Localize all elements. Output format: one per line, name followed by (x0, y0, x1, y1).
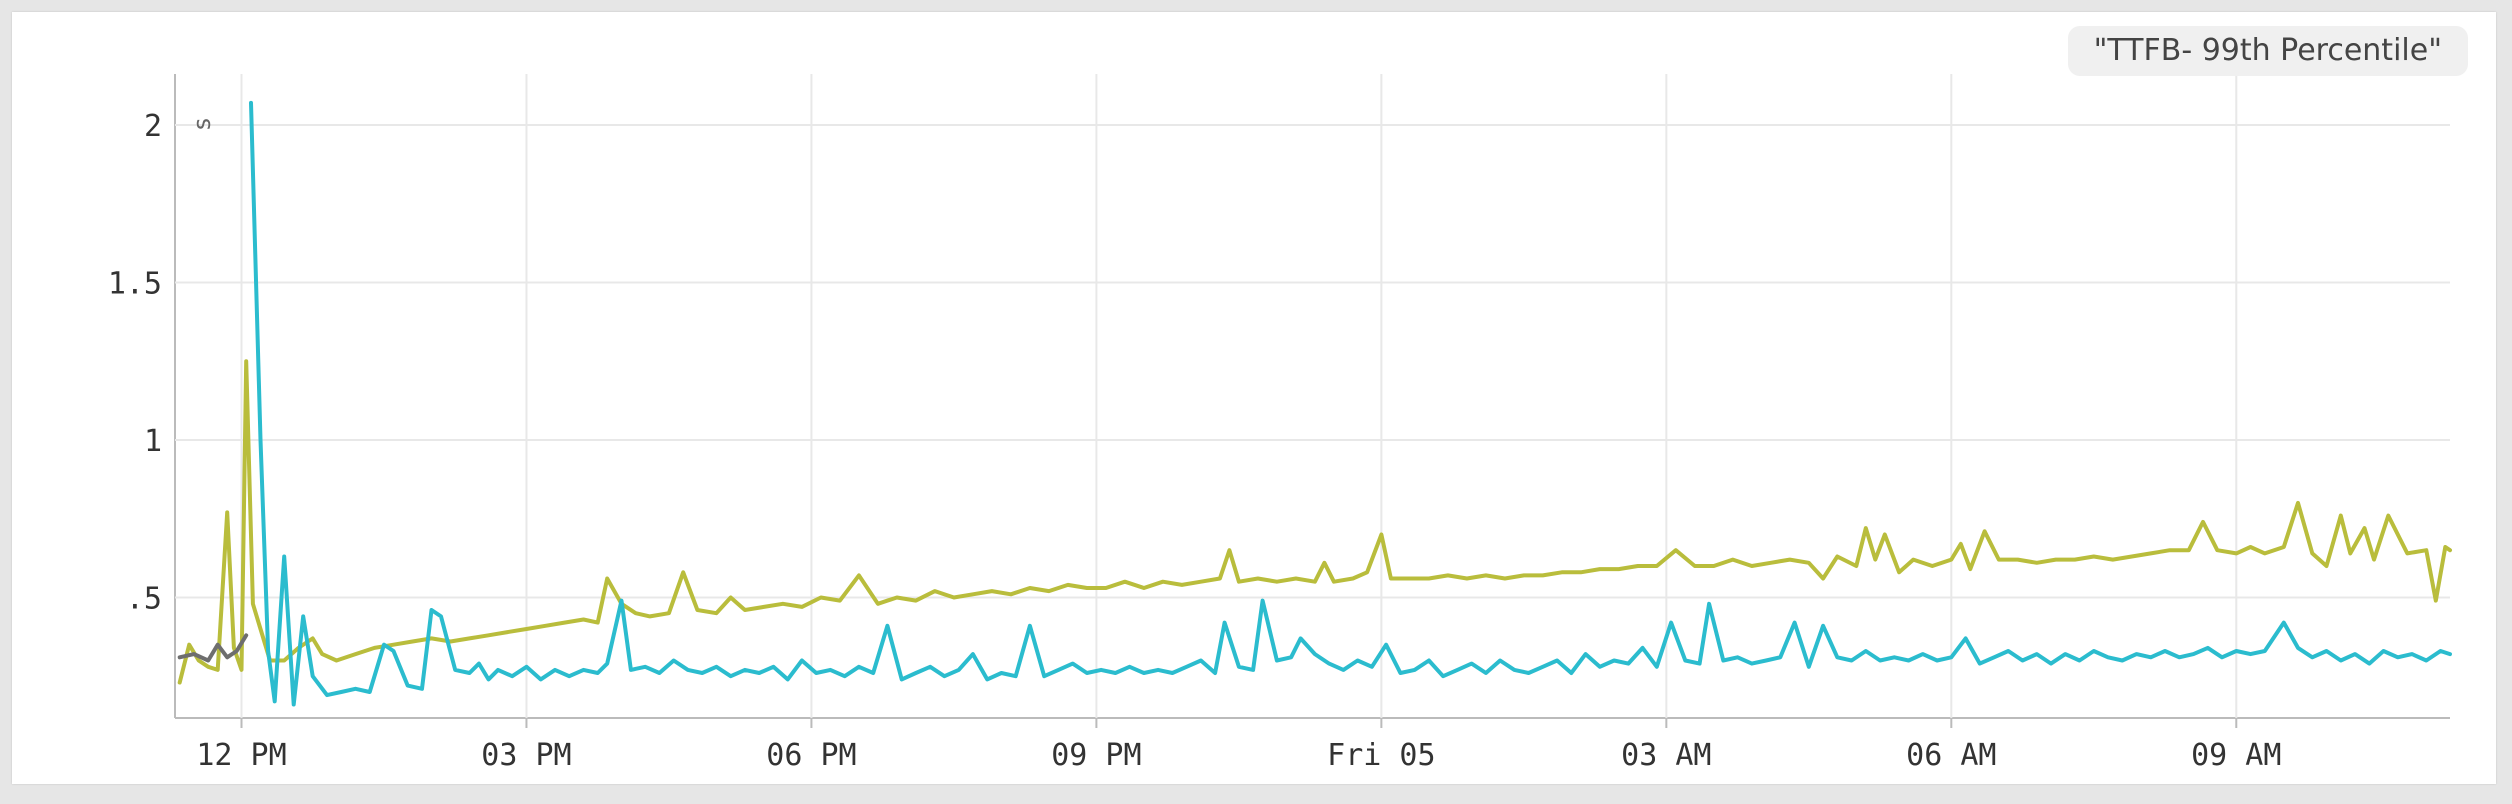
x-tick-label: 03 PM (481, 738, 571, 773)
x-tick-label: 09 PM (1051, 738, 1141, 773)
x-tick-label: 06 AM (1906, 738, 1996, 773)
y-tick-label: 1 (144, 424, 162, 459)
ttfb-line-chart: .5 1 1.5 2 12 PM 03 PM 06 PM 09 PM Fri 05 03 AM 0… (108, 74, 2452, 773)
y-axis-ticks: .5 1 1.5 2 (108, 109, 162, 617)
chart-panel: .5 1 1.5 2 12 PM 03 PM 06 PM 09 PM Fri 05 03 AM 0… (12, 12, 2496, 784)
legend-item-ttfb[interactable]: "TTFB- 99th Percentile" (2067, 26, 2468, 76)
y-tick-label: .5 (126, 581, 162, 616)
x-tick-label: 09 AM (2191, 738, 2281, 773)
x-tick-label: Fri 05 (1327, 738, 1435, 773)
legend-label: "TTFB- 99th Percentile" (2093, 33, 2442, 68)
y-axis-unit-label: s (188, 117, 216, 131)
grid-lines (174, 74, 2450, 719)
series-lines (177, 100, 2452, 707)
x-axis-ticks: 12 PM 03 PM 06 PM 09 PM Fri 05 03 AM 06 AM 09 A… (196, 718, 2281, 773)
y-tick-label: 1.5 (108, 266, 162, 301)
y-tick-label: 2 (144, 109, 162, 144)
series-line-2 (249, 100, 2452, 707)
x-tick-label: 12 PM (196, 738, 286, 773)
x-tick-label: 03 AM (1621, 738, 1711, 773)
series-line-3 (177, 633, 249, 663)
series-line-1 (177, 359, 2452, 685)
x-tick-label: 06 PM (766, 738, 856, 773)
